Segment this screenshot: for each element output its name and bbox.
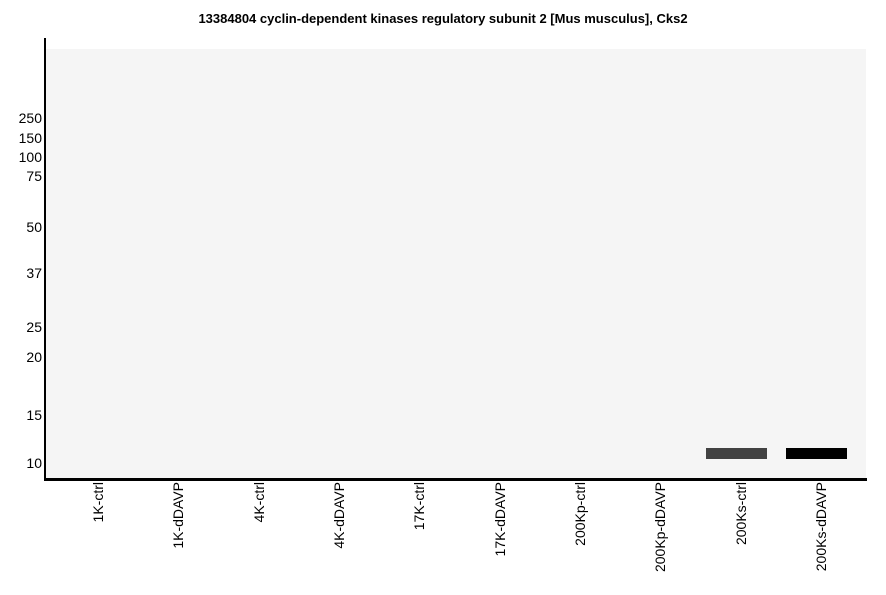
mw-marker-label-150: 150 <box>18 130 42 146</box>
lane-label-4K-dDAVP: 4K-dDAVP <box>331 482 347 549</box>
plot-area <box>46 49 866 478</box>
mw-marker-label-100: 100 <box>18 149 42 165</box>
page-title: 13384804 cyclin-dependent kinases regula… <box>198 11 688 26</box>
mw-marker-label-20: 20 <box>26 349 42 365</box>
lane-label-200Kp-dDAVP: 200Kp-dDAVP <box>652 482 668 573</box>
lane-label-1K-dDAVP: 1K-dDAVP <box>170 482 186 549</box>
lane-label-1K-ctrl: 1K-ctrl <box>90 482 106 523</box>
mw-marker-label-25: 25 <box>26 319 42 335</box>
gel-band-200Ks-dDAVP <box>786 448 847 459</box>
mw-marker-label-250: 250 <box>18 110 42 126</box>
lane-label-200Ks-dDAVP: 200Ks-dDAVP <box>813 482 829 572</box>
y-axis-line <box>44 38 46 478</box>
lane-label-200Kp-ctrl: 200Kp-ctrl <box>572 482 588 546</box>
lane-label-17K-dDAVP: 17K-dDAVP <box>492 482 508 557</box>
gel-band-200Ks-ctrl <box>706 448 767 459</box>
mw-marker-label-10: 10 <box>26 455 42 471</box>
mw-marker-label-37: 37 <box>26 265 42 281</box>
x-axis-line <box>44 478 867 481</box>
lane-label-17K-ctrl: 17K-ctrl <box>411 482 427 531</box>
mw-marker-label-75: 75 <box>26 168 42 184</box>
lane-label-4K-ctrl: 4K-ctrl <box>251 482 267 523</box>
lane-label-200Ks-ctrl: 200Ks-ctrl <box>733 482 749 546</box>
mw-marker-label-15: 15 <box>26 407 42 423</box>
mw-marker-label-50: 50 <box>26 219 42 235</box>
